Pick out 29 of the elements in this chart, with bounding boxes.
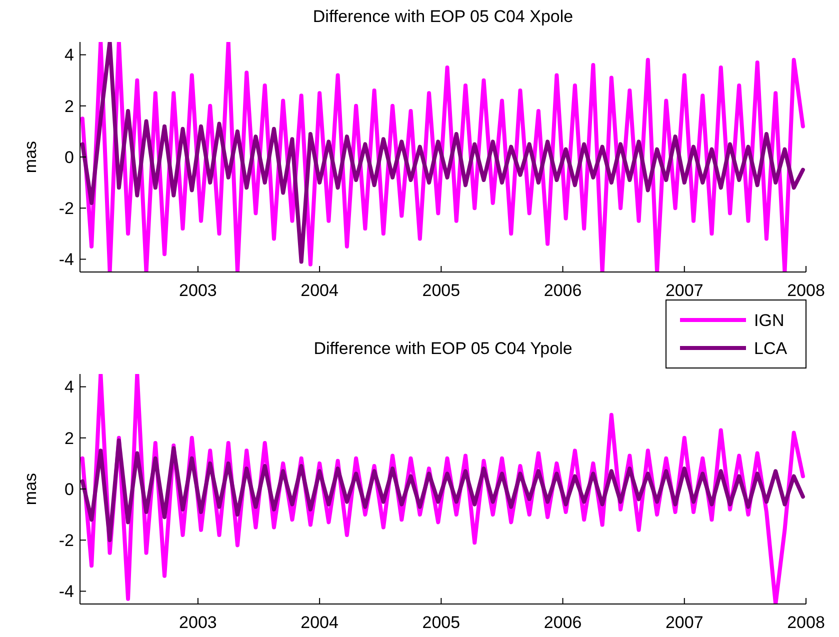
y-tick-label: -2 (58, 531, 74, 550)
chart-title: Difference with EOP 05 C04 Ypole (314, 339, 572, 358)
x-tick-label: 2007 (665, 281, 704, 300)
y-tick-label: 4 (64, 378, 74, 397)
x-tick-label: 2003 (179, 613, 217, 632)
y-tick-label: 2 (64, 428, 74, 448)
x-tick-label: 2003 (179, 281, 217, 300)
x-tick-label: 2005 (422, 613, 460, 632)
y-tick-label: -4 (58, 582, 74, 602)
line-series (80, 438, 805, 542)
x-tick-label: 2008 (787, 281, 825, 300)
x-tick-label: 2007 (665, 613, 704, 632)
chart-title: Difference with EOP 05 C04 Xpole (312, 7, 574, 26)
x-tick-label: 2005 (422, 281, 460, 300)
x-tick-label: 2004 (300, 613, 338, 632)
y-tick-label: 4 (64, 46, 74, 65)
y-tick-label: 2 (64, 96, 74, 116)
y-axis-title: mas (21, 140, 40, 174)
y-tick-label: 0 (64, 480, 74, 499)
y-tick-label: -2 (58, 199, 74, 218)
y-tick-label: 0 (64, 148, 74, 167)
x-tick-label: 2006 (544, 613, 582, 632)
legend-label: IGN (754, 310, 784, 330)
x-tick-label: 2008 (787, 613, 825, 632)
legend-label: LCA (754, 338, 788, 358)
x-tick-label: 2004 (300, 281, 338, 300)
x-tick-label: 2006 (544, 281, 582, 300)
y-axis-title: mas (21, 472, 40, 506)
y-tick-label: -4 (58, 250, 74, 270)
